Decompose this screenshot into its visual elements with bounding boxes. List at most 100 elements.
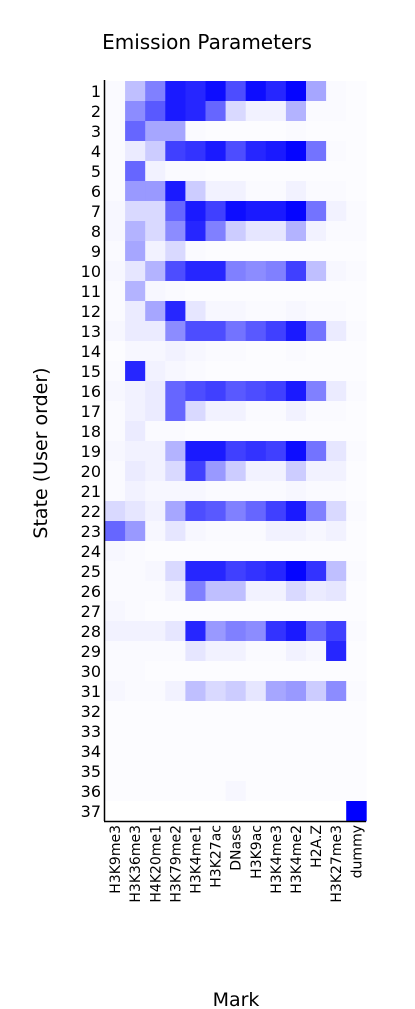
heatmap-cell [346, 121, 367, 142]
heatmap-cell [306, 281, 327, 302]
heatmap-cell [285, 761, 307, 782]
heatmap-cell [205, 261, 226, 282]
heatmap-cell [165, 321, 186, 342]
heatmap-cell [265, 221, 287, 242]
heatmap-cell [165, 181, 186, 202]
heatmap-cell [225, 741, 247, 762]
heatmap-cell [225, 521, 247, 542]
heatmap-cell [245, 501, 267, 522]
heatmap-cell [165, 681, 186, 702]
y-axis-label: State (User order) [30, 367, 52, 538]
heatmap-cell [346, 701, 367, 722]
heatmap-cell [285, 521, 307, 542]
heatmap-cell [326, 101, 347, 122]
row-tick-label: 11 [81, 282, 101, 301]
heatmap-cell [145, 541, 166, 562]
heatmap-cell [125, 761, 146, 782]
heatmap-cell [306, 561, 327, 582]
column-tick-label: H3K27ac [209, 825, 225, 888]
heatmap-cell [205, 281, 226, 302]
heatmap-cell [185, 101, 206, 122]
heatmap-cell [145, 81, 166, 102]
heatmap-cell [145, 501, 166, 522]
row-tick-label: 29 [81, 642, 101, 661]
heatmap-cell [245, 121, 267, 142]
heatmap-cell [105, 561, 126, 582]
heatmap-cell [245, 141, 267, 162]
heatmap-cell [245, 101, 267, 122]
heatmap-cell [265, 801, 287, 822]
heatmap-cell [285, 441, 307, 462]
heatmap-cell [346, 521, 367, 542]
heatmap-cell [145, 261, 166, 282]
heatmap-cell [185, 561, 206, 582]
heatmap-cell [105, 581, 126, 602]
heatmap-cell [145, 121, 166, 142]
heatmap-cell [125, 121, 146, 142]
heatmap-cell [165, 381, 186, 402]
heatmap-cell [145, 661, 166, 682]
heatmap-cell [105, 601, 126, 622]
heatmap-cell [205, 521, 226, 542]
heatmap-cell [245, 521, 267, 542]
heatmap-cell [326, 621, 347, 642]
heatmap-cell [145, 561, 166, 582]
heatmap-cell [225, 581, 247, 602]
heatmap-cell [125, 441, 146, 462]
heatmap-cell [225, 561, 247, 582]
heatmap-cell [205, 301, 226, 322]
row-tick-label: 8 [91, 222, 101, 241]
heatmap-cell [165, 641, 186, 662]
column-labels: H3K9me3 H3K36me3 H4K20me1 H3K79me2 H3K4me1 H3… [108, 825, 365, 903]
heatmap-cell [306, 141, 327, 162]
heatmap-cell [185, 381, 206, 402]
heatmap-cell [125, 301, 146, 322]
heatmap-cell [105, 661, 126, 682]
heatmap-cell [125, 381, 146, 402]
heatmap-cell [265, 341, 287, 362]
heatmap-cell [346, 761, 367, 782]
heatmap-cell [265, 661, 287, 682]
heatmap-cell [165, 441, 186, 462]
heatmap-cell [185, 521, 206, 542]
heatmap-cell [245, 601, 267, 622]
heatmap-cell [105, 321, 126, 342]
heatmap-cell [125, 521, 146, 542]
row-tick-label: 22 [81, 502, 101, 521]
heatmap-cell [346, 81, 367, 102]
column-tick-label: H3K4me2 [289, 825, 305, 894]
heatmap-cell [145, 341, 166, 362]
heatmap-cell [205, 421, 226, 442]
heatmap-cell [306, 681, 327, 702]
row-tick-label: 36 [81, 782, 101, 801]
heatmap-cell [165, 761, 186, 782]
column-tick-label: H4K20me1 [148, 825, 164, 903]
heatmap-cell [306, 481, 327, 502]
heatmap-cell [285, 281, 307, 302]
heatmap-cell [326, 201, 347, 222]
heatmap-cell [326, 541, 347, 562]
heatmap-cell [125, 201, 146, 222]
heatmap-cell [125, 581, 146, 602]
heatmap-cell [285, 81, 307, 102]
heatmap-cell [245, 781, 267, 802]
heatmap-cell [306, 501, 327, 522]
heatmap-cell [145, 181, 166, 202]
row-labels: 1234567891011121314151617181920212223242… [81, 82, 101, 821]
row-tick-label: 14 [81, 342, 101, 361]
heatmap-cell [145, 581, 166, 602]
heatmap-cell [205, 561, 226, 582]
heatmap-cell [306, 521, 327, 542]
heatmap-cell [285, 781, 307, 802]
heatmap-cell [346, 341, 367, 362]
heatmap-cell [105, 381, 126, 402]
heatmap-cell [265, 601, 287, 622]
heatmap-cell [326, 461, 347, 482]
row-tick-label: 32 [81, 702, 101, 721]
heatmap-cell [205, 121, 226, 142]
heatmap-cell [225, 141, 247, 162]
heatmap-cell [125, 241, 146, 262]
heatmap-cell [326, 501, 347, 522]
heatmap-cell [306, 581, 327, 602]
heatmap-cell [205, 441, 226, 462]
